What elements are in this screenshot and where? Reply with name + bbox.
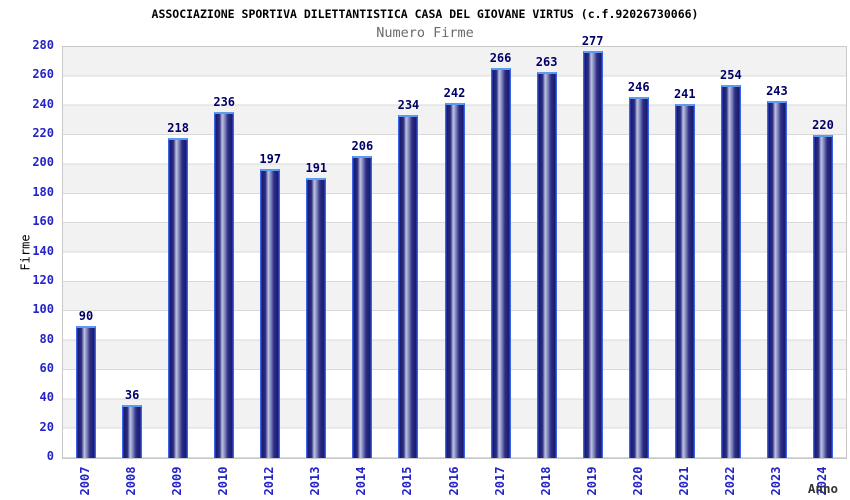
y-tick-label: 60 bbox=[39, 360, 54, 375]
bar-value-label: 234 bbox=[397, 98, 420, 112]
x-tick-label: 2021 bbox=[676, 466, 691, 496]
y-tick-label: 140 bbox=[32, 243, 54, 258]
bar bbox=[352, 156, 373, 458]
bar-value-label: 241 bbox=[673, 87, 696, 101]
y-tick-label: 240 bbox=[32, 96, 54, 111]
x-tick-label: 2007 bbox=[78, 466, 93, 496]
bar bbox=[582, 51, 603, 458]
y-tick-label: 260 bbox=[32, 67, 54, 82]
bar bbox=[720, 85, 741, 458]
bar-value-label: 243 bbox=[766, 84, 788, 98]
bar bbox=[398, 115, 419, 458]
y-tick-label: 280 bbox=[32, 38, 54, 52]
bar-value-label: 36 bbox=[124, 388, 140, 402]
x-tick-label: 2020 bbox=[630, 466, 645, 496]
x-tick-label: 2015 bbox=[400, 466, 415, 496]
x-tick-label: 2008 bbox=[124, 466, 139, 496]
y-tick-label: 120 bbox=[32, 272, 54, 287]
x-tick-label: 2016 bbox=[446, 466, 461, 496]
y-tick-label: 40 bbox=[39, 390, 54, 405]
bar-value-label: 236 bbox=[213, 95, 236, 109]
bar bbox=[536, 72, 557, 458]
bar-value-label: 90 bbox=[78, 309, 94, 323]
chart-title: ASSOCIAZIONE SPORTIVA DILETTANTISTICA CA… bbox=[151, 7, 699, 21]
bar-value-label: 277 bbox=[581, 34, 604, 48]
x-tick-label: 2012 bbox=[262, 466, 277, 496]
bar-value-label: 254 bbox=[720, 68, 742, 82]
bar-value-label: 246 bbox=[627, 80, 650, 94]
y-tick-label: 80 bbox=[39, 331, 54, 346]
x-tick-label: 2010 bbox=[216, 466, 231, 496]
x-tick-label: 2018 bbox=[538, 466, 553, 496]
y-tick-label: 100 bbox=[32, 302, 54, 317]
bar-value-label: 197 bbox=[259, 152, 282, 166]
y-tick-label: 20 bbox=[39, 419, 54, 434]
bar bbox=[674, 104, 695, 458]
bar bbox=[444, 103, 465, 458]
bar bbox=[766, 101, 787, 458]
bar bbox=[214, 112, 235, 458]
plot-area: 90 36 218 236 197 191 206 234 242 266 263 277 246 241… bbox=[62, 35, 847, 459]
bar-value-label: 220 bbox=[812, 118, 834, 132]
bar-value-label: 218 bbox=[167, 121, 189, 135]
bar bbox=[306, 178, 327, 458]
bar-value-label: 191 bbox=[305, 161, 328, 175]
x-tick-label: 2022 bbox=[722, 466, 737, 496]
bar-value-label: 242 bbox=[443, 86, 466, 100]
x-axis-label: Anno bbox=[807, 481, 838, 496]
x-tick-label: 2014 bbox=[354, 466, 369, 496]
bar bbox=[76, 326, 97, 458]
y-tick-label: 220 bbox=[32, 126, 54, 141]
bar-value-label: 206 bbox=[351, 139, 374, 153]
y-tick-label: 0 bbox=[46, 449, 54, 463]
bar bbox=[122, 405, 143, 458]
bar-value-label: 266 bbox=[489, 51, 512, 65]
chart-subtitle: Numero Firme bbox=[376, 25, 474, 41]
x-tick-label: 2023 bbox=[768, 466, 783, 496]
y-tick-label: 160 bbox=[32, 214, 54, 229]
bar bbox=[490, 68, 511, 458]
bar bbox=[812, 135, 833, 458]
bar bbox=[168, 138, 189, 458]
x-tick-label: 2017 bbox=[492, 466, 507, 496]
x-tick-label: 2009 bbox=[170, 466, 185, 496]
y-tick-label: 200 bbox=[32, 155, 54, 170]
x-tick-label: 2013 bbox=[308, 466, 323, 496]
y-tick-label: 180 bbox=[32, 184, 54, 199]
bar bbox=[628, 97, 649, 458]
x-tick-label: 2019 bbox=[584, 466, 599, 496]
bar-value-label: 263 bbox=[535, 55, 558, 69]
bar bbox=[260, 169, 281, 458]
